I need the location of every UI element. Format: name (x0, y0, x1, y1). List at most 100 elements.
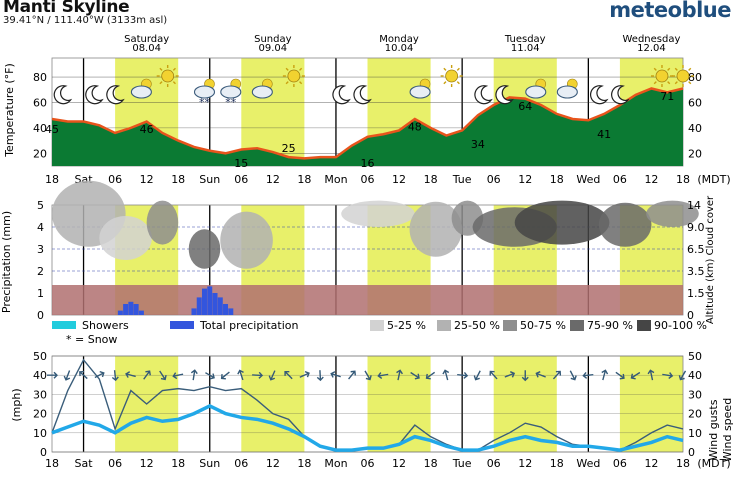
x-tick-label: 18 (424, 173, 438, 186)
precipitation-bar (191, 308, 197, 315)
y-tick-label: 60 (33, 96, 47, 109)
temperature-label: 16 (361, 157, 375, 170)
cloud-cover-patch (188, 229, 221, 269)
y-tick-label: 40 (33, 122, 47, 135)
wind-direction-arrow (552, 370, 562, 380)
y2-tick-label: 6.5 (687, 243, 705, 256)
y2-tick-label: 0 (687, 309, 694, 322)
snow-cloud-icon: ** (220, 78, 242, 109)
temperature-label: 41 (597, 128, 611, 141)
day-name: Monday (379, 34, 419, 45)
temperature-line (51, 87, 684, 160)
legend-total-swatch (170, 321, 194, 329)
moon-icon (495, 85, 514, 105)
legend-cloud-label: 25-50 % (454, 319, 500, 332)
y-tick-label: 0 (40, 446, 47, 459)
page-title: Manti Skyline (3, 0, 130, 17)
x-tick-label: 12 (140, 173, 154, 186)
temperature-label: 45 (45, 123, 59, 136)
temperature-label: 25 (282, 142, 296, 155)
y-axis-label: (mph) (10, 388, 23, 421)
y-tick-label: 1 (37, 287, 44, 300)
x-tick-label: 18 (297, 173, 311, 186)
wind-direction-arrow (316, 370, 324, 382)
precipitation-bar (201, 288, 207, 315)
x-tick-label: 18 (171, 173, 185, 186)
cloud-cover-patch (220, 211, 273, 269)
x-tick-label: 06 (361, 457, 375, 470)
wind-direction-arrow (396, 369, 403, 381)
wind-direction-arrow (159, 370, 167, 381)
x-tick-label: Sun (199, 173, 220, 186)
location-coordinates: 39.41°N / 111.40°W (3133m asl) (3, 15, 168, 26)
y-tick-label: 50 (33, 350, 47, 363)
day-name: Sunday (254, 34, 291, 45)
precipitation-bar (212, 293, 218, 315)
y-tick-label: 3 (37, 243, 44, 256)
y2-tick-label: 14 (687, 199, 701, 212)
x-tick-label: 12 (518, 173, 532, 186)
cloud-cover-patch (598, 202, 652, 247)
wind-direction-arrow (473, 370, 481, 381)
wind-direction-arrow (457, 371, 469, 379)
x-tick-label: 06 (361, 173, 375, 186)
y-tick-label: 20 (33, 408, 47, 421)
y-tick-label-right: 60 (688, 96, 702, 109)
y-tick-label: 2 (37, 265, 44, 278)
wind-direction-arrow (125, 371, 136, 378)
x-tick-label: 06 (613, 173, 627, 186)
wind-direction-arrow (299, 370, 310, 378)
x-tick-label: 12 (392, 173, 406, 186)
partly-cloudy-icon (556, 78, 578, 99)
temperature-label: 48 (408, 120, 422, 133)
x-tick-label: 18 (45, 457, 59, 470)
wind-direction-arrow (569, 370, 577, 381)
cloud-cover-patch (99, 216, 152, 260)
precipitation-bar (133, 304, 139, 315)
partly-cloudy-icon (130, 78, 152, 99)
wind-direction-arrow (284, 370, 293, 380)
wind-direction-arrow (442, 369, 450, 381)
x-tick-label: Wed (576, 173, 600, 186)
precipitation-bar (217, 297, 223, 315)
day-name: Wednesday (622, 34, 680, 45)
x-tick-label: 12 (518, 457, 532, 470)
wind-direction-arrow (143, 370, 151, 380)
legend-showers-swatch (52, 321, 76, 329)
wind-direction-arrow (615, 371, 625, 380)
legend-cloud-label: 50-75 % (520, 319, 566, 332)
x-tick-label: Sun (199, 457, 220, 470)
day-date: 12.04 (637, 43, 666, 54)
moon-icon (353, 85, 372, 105)
x-tick-label: 18 (297, 457, 311, 470)
svg-text:**: ** (225, 96, 237, 109)
x-tick-label: 06 (108, 173, 122, 186)
y-tick-label: 80 (33, 71, 47, 84)
precipitation-bar (128, 301, 134, 315)
x-tick-label: 12 (266, 173, 280, 186)
precipitation-bar (223, 304, 229, 315)
y-tick-label: 30 (33, 388, 47, 401)
y2-axis-label: Wind speed (721, 398, 734, 462)
cloud-cover-patch (341, 200, 415, 227)
wind-direction-arrow (678, 370, 687, 381)
brand-logo[interactable]: meteoblue (609, 0, 731, 22)
legend-cloud-label: 75-90 % (587, 319, 633, 332)
wind-direction-arrow (377, 372, 389, 380)
snow-cloud-icon: ** (193, 78, 216, 109)
wind-direction-arrow (348, 370, 357, 380)
y-tick-label-right: 0 (688, 446, 695, 459)
partly-cloudy-icon (409, 78, 431, 99)
legend-showers: Showers (82, 319, 129, 332)
y-tick-label-right: 20 (688, 147, 702, 160)
legend-cloud-swatch (437, 320, 451, 331)
x-tick-label: Sat (75, 457, 94, 470)
day-date: 08.04 (132, 43, 161, 54)
temperature-label: 34 (471, 138, 485, 151)
precipitation-bar (123, 304, 129, 315)
wind-direction-arrow (535, 371, 546, 378)
y-tick-label-right: 40 (688, 369, 702, 382)
y-tick-label: 0 (37, 309, 44, 322)
wind-direction-arrow (172, 372, 184, 380)
